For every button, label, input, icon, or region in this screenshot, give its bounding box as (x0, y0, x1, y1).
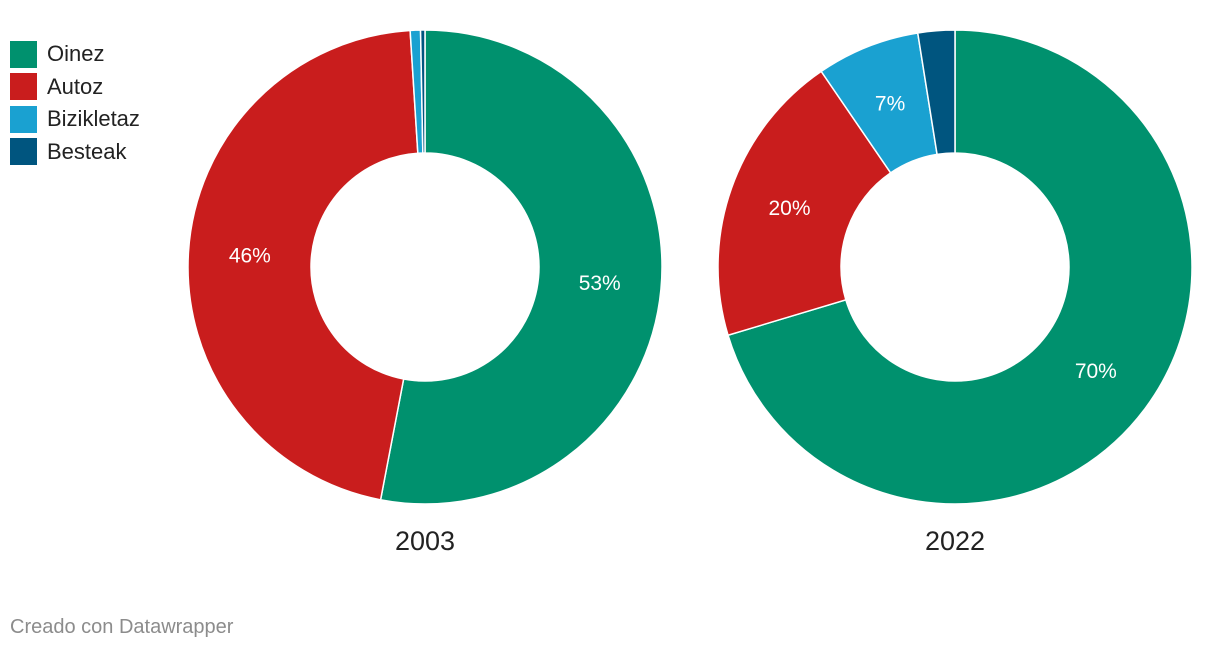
legend-swatch (10, 73, 37, 101)
data-label-autoz: 46% (229, 244, 271, 267)
chart-title: 2022 (925, 526, 985, 556)
donut-chart-2003: 53% 46% 2003 (187, 29, 663, 556)
data-label-oinez: 70% (1075, 360, 1117, 383)
legend-label: Bizikletaz (47, 106, 140, 132)
data-label-oinez: 53% (579, 272, 621, 295)
donut-chart-2022: 70% 20% 7% 2022 (717, 29, 1193, 556)
legend-item-oinez: Oinez (10, 38, 140, 71)
legend-label: Besteak (47, 138, 127, 164)
slice-besteak (419, 29, 426, 154)
footer-credit: Creado con Datawrapper (10, 616, 234, 638)
slice-oinez (727, 29, 1193, 505)
legend-item-bizikletaz: Bizikletaz (10, 103, 140, 136)
data-label-autoz: 20% (768, 197, 810, 220)
chart-title: 2003 (395, 526, 455, 556)
legend: Oinez Autoz Bizikletaz Besteak (10, 38, 140, 168)
legend-swatch (10, 105, 37, 133)
legend-swatch (10, 40, 37, 68)
legend-label: Oinez (47, 41, 105, 67)
legend-item-besteak: Besteak (10, 136, 140, 169)
slice-besteak (916, 29, 956, 156)
legend-swatch (10, 138, 37, 166)
data-label-bizikletaz: 7% (875, 92, 905, 115)
legend-label: Autoz (47, 73, 104, 99)
slice-oinez (379, 29, 663, 505)
slice-autoz (717, 70, 892, 337)
legend-item-autoz: Autoz (10, 71, 140, 104)
slice-autoz (187, 29, 419, 501)
